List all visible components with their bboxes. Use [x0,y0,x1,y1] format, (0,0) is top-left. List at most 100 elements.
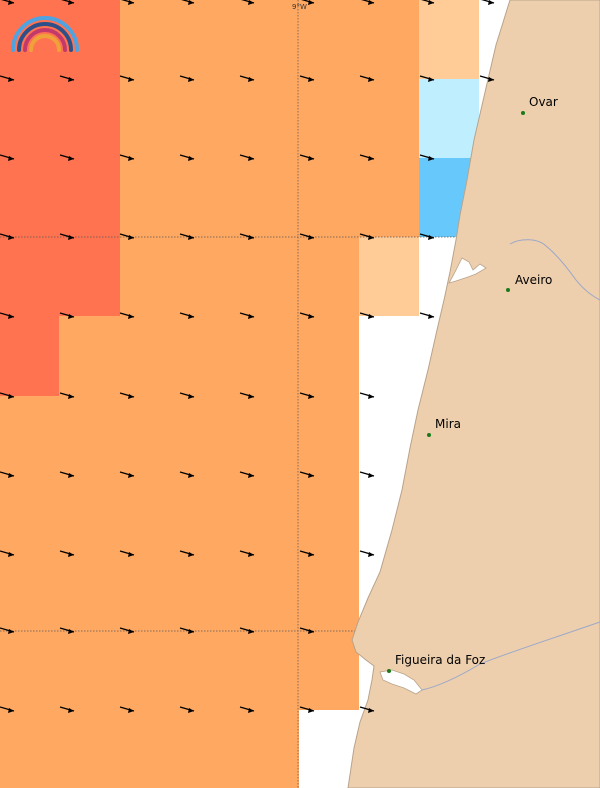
wind-arrow-icon [179,154,195,161]
wind-arrow-icon [301,0,315,5]
wind-arrow-icon [119,471,135,478]
wind-arrow-icon [359,154,375,161]
mondego-estuary [379,669,423,695]
cell-light-orange [359,237,419,316]
city-marker [521,111,525,115]
wind-arrow-icon [239,706,255,713]
wind-arrow-icon [59,154,75,161]
wind-arrow-icon [119,392,135,399]
wind-arrow-icon [419,154,435,161]
wind-arrow-icon [119,312,135,319]
wind-arrow-icon [179,627,195,634]
wind-arrow-icon [299,312,315,319]
wind-arrow-icon [0,312,15,319]
wind-arrow-icon [239,471,255,478]
wind-arrow-icon [0,233,15,240]
city-mira[interactable]: Mira [427,417,461,437]
wind-arrow-icon [119,706,135,713]
wind-arrow-icon [299,627,315,634]
wind-arrow-icon [239,75,255,82]
wind-arrow-icon [119,75,135,82]
wind-arrow-icon [59,471,75,478]
wind-arrow-icon [59,627,75,634]
longitude-label: 9°W [292,3,307,11]
wind-arrow-icon [299,154,315,161]
wind-arrow-icon [1,0,15,5]
wind-arrow-icon [359,75,375,82]
city-marker [427,433,431,437]
wind-arrow-icon [59,706,75,713]
wind-arrow-icon [179,75,195,82]
city-label: Figueira da Foz [395,653,485,667]
rainbow-logo-icon[interactable] [11,16,79,52]
city-aveiro[interactable]: Aveiro [506,273,552,292]
wind-arrow-icon [0,154,15,161]
cell-light-orange [419,0,479,79]
cell-pale-blue [419,79,479,158]
wind-arrow-icon [359,706,375,713]
wind-arrow-icon [121,0,135,5]
wind-arrow-icon [59,233,75,240]
wind-arrow-icon [179,471,195,478]
wind-arrow-icon [181,0,195,5]
wind-arrow-icon [0,706,15,713]
wind-arrow-icon [239,392,255,399]
wind-arrow-icon [179,233,195,240]
wind-arrow-icon [359,550,375,557]
land-mass [347,0,600,788]
wind-arrow-icon [61,0,75,5]
cell-orange [0,396,359,710]
city-label: Ovar [529,95,558,109]
wind-arrow-icon [0,75,15,82]
aveiro-lagoon [448,257,487,284]
city-marker [506,288,510,292]
wind-arrow-icon [299,233,315,240]
wind-arrow-icon [0,392,15,399]
wind-arrow-icon [299,471,315,478]
wind-arrow-icon [359,471,375,478]
wind-arrow-icon [179,312,195,319]
wind-arrow-icon [359,312,375,319]
wind-arrow-icon [299,706,315,713]
wind-arrow-icon [359,233,375,240]
wind-arrow-icon [481,0,495,5]
wind-arrow-icon [421,0,435,5]
wind-arrow-icon [361,0,375,5]
wind-arrow-icon [179,392,195,399]
wind-arrow-icon [299,392,315,399]
city-figueira-da-foz[interactable]: Figueira da Foz [387,653,485,673]
wind-arrow-icon [239,627,255,634]
wind-arrow-icon [299,550,315,557]
wind-arrow-icon [239,154,255,161]
data-cells-layer [0,0,479,788]
wind-arrow-icon [0,550,15,557]
wind-arrow-icon [59,312,75,319]
cell-orange [59,316,359,396]
wind-arrow-icon [359,392,375,399]
wind-arrow-icon [419,233,435,240]
wind-arrow-icon [0,627,15,634]
wind-arrow-icon [179,706,195,713]
city-ovar[interactable]: Ovar [521,95,558,115]
wind-arrow-icon [119,627,135,634]
cell-red [0,316,59,396]
wind-arrow-icon [239,312,255,319]
cell-orange [0,710,299,788]
wind-arrow-icon [299,75,315,82]
wind-arrow-icon [419,75,435,82]
wind-arrow-icon [419,312,435,319]
rivers [421,239,600,691]
wind-arrow-icon [239,233,255,240]
city-label: Aveiro [515,273,552,287]
wind-arrow-icon [0,471,15,478]
wind-arrow-icon [59,75,75,82]
wind-arrow-icon [119,233,135,240]
wind-arrow-icon [179,550,195,557]
wind-arrow-icon [119,550,135,557]
cell-orange [120,0,419,237]
wind-arrow-icon [479,75,495,82]
wind-arrows-layer [0,0,495,713]
